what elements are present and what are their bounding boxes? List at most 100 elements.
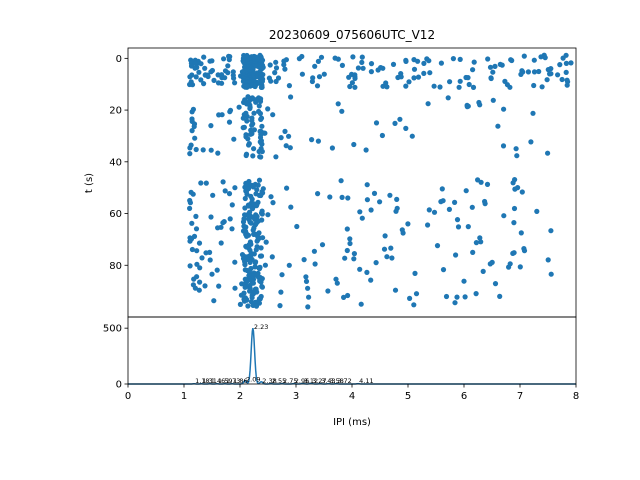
raster-point — [189, 128, 195, 134]
histogram-y-ticks: 0 500 — [103, 324, 128, 391]
raster-point — [268, 78, 274, 84]
raster-point — [242, 212, 248, 218]
raster-point — [227, 216, 233, 222]
raster-point — [202, 65, 208, 71]
raster-point — [335, 101, 341, 107]
raster-point — [387, 192, 393, 198]
raster-point — [252, 264, 258, 270]
raster-point — [265, 212, 271, 218]
raster-point — [247, 288, 253, 294]
raster-point — [473, 240, 479, 246]
raster-point — [488, 75, 494, 82]
raster-point — [303, 278, 310, 284]
raster-point — [521, 53, 527, 59]
raster-point — [189, 109, 195, 115]
raster-point — [196, 240, 203, 246]
raster-point — [421, 60, 427, 66]
raster-point — [191, 276, 197, 282]
raster-point — [315, 191, 321, 197]
histogram-peak-label: 3.58 — [329, 377, 343, 385]
raster-point — [368, 207, 374, 213]
raster-point — [218, 224, 224, 230]
raster-point — [229, 226, 235, 232]
raster-point — [413, 291, 420, 297]
raster-point — [243, 152, 249, 159]
raster-point — [438, 199, 444, 205]
raster-point — [256, 177, 263, 183]
raster-point — [341, 294, 347, 300]
raster-point — [193, 146, 199, 153]
raster-point — [253, 99, 259, 105]
raster-point — [421, 70, 427, 76]
raster-point — [294, 223, 300, 230]
raster-point — [347, 83, 353, 90]
raster-point — [269, 254, 275, 260]
histogram-peak-label: 1.46 — [211, 377, 225, 385]
raster-points — [187, 52, 574, 310]
raster-point — [210, 192, 216, 198]
raster-point — [368, 61, 375, 67]
raster-point — [478, 239, 484, 245]
raster-point — [329, 145, 335, 151]
raster-point — [463, 188, 469, 194]
raster-point — [187, 238, 193, 244]
raster-point — [192, 65, 198, 71]
raster-point — [380, 83, 386, 89]
raster-point — [193, 74, 199, 80]
histogram-x-tick-label: 6 — [461, 391, 467, 402]
raster-point — [371, 190, 378, 196]
raster-point — [500, 143, 507, 149]
raster-point — [253, 303, 260, 309]
raster-point — [538, 54, 544, 60]
raster-point — [207, 257, 213, 263]
raster-point — [219, 112, 225, 118]
raster-point — [431, 209, 438, 215]
raster-point — [407, 295, 413, 301]
raster-point — [454, 294, 460, 300]
raster-point — [536, 68, 542, 75]
raster-point — [197, 279, 203, 285]
histogram-peak-label: 2.75 — [283, 377, 297, 385]
raster-point — [485, 56, 491, 62]
raster-point — [478, 179, 484, 185]
raster-point — [227, 109, 233, 115]
raster-point — [466, 81, 472, 88]
raster-point — [187, 151, 193, 157]
raster-point — [201, 81, 207, 87]
raster-point — [359, 54, 365, 60]
raster-point — [249, 206, 256, 212]
raster-point — [263, 239, 269, 245]
raster-point — [513, 146, 519, 152]
raster-point — [461, 278, 467, 284]
raster-point — [434, 243, 441, 249]
histogram-y-tick-label: 500 — [103, 324, 122, 335]
raster-point — [480, 268, 486, 274]
raster-point — [232, 259, 238, 265]
raster-point — [469, 204, 475, 210]
raster-point — [440, 267, 447, 273]
raster-point — [530, 110, 536, 116]
raster-point — [245, 303, 251, 309]
raster-point — [312, 63, 318, 69]
raster-point — [273, 78, 279, 85]
histogram-peak-label: 3.72 — [337, 377, 351, 385]
raster-point — [242, 262, 248, 268]
histogram-peak-label: 1.86 — [233, 377, 247, 385]
raster-point — [225, 70, 231, 76]
raster-point — [260, 235, 266, 241]
histogram-x-tick-label: 5 — [405, 391, 411, 402]
raster-point — [262, 262, 268, 268]
raster-point — [273, 59, 279, 65]
raster-point — [200, 147, 206, 153]
raster-point — [303, 274, 309, 280]
raster-point — [338, 178, 344, 184]
raster-point — [452, 300, 458, 306]
raster-point — [254, 187, 260, 193]
raster-y-ticks: 0 20 40 60 80 — [109, 54, 128, 272]
raster-point — [456, 84, 462, 90]
raster-point — [240, 219, 247, 225]
raster-point — [315, 58, 321, 64]
raster-point — [288, 94, 294, 100]
raster-point — [426, 207, 432, 213]
